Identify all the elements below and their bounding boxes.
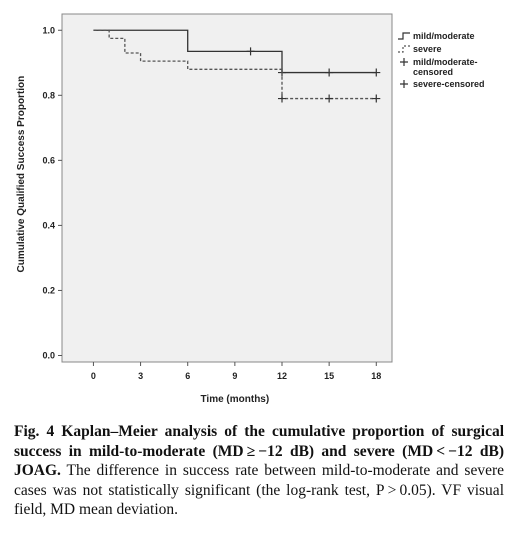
x-tick-label: 12: [277, 371, 287, 381]
legend-swatch-censor: [400, 58, 408, 66]
y-tick-label: 0.2: [42, 285, 55, 295]
y-tick-label: 1.0: [42, 25, 55, 35]
legend-label-line: mild/moderate-: [413, 57, 478, 67]
y-tick-label: 0.8: [42, 90, 55, 100]
legend-label-line: severe-censored: [413, 79, 485, 89]
y-tick-label: 0.0: [42, 350, 55, 360]
legend: mild/moderate severe mild/moderate-censore…: [398, 31, 485, 89]
legend-label-line: severe: [413, 44, 442, 54]
x-tick-label: 9: [232, 371, 237, 381]
y-tick-label: 0.6: [42, 155, 55, 165]
censor-mark: [372, 68, 381, 77]
censor-mark: [372, 94, 381, 103]
plot-area: [61, 13, 393, 363]
caption-body: The difference in success rate between m…: [14, 462, 504, 518]
legend-label-line: mild/moderate: [413, 31, 475, 41]
legend-swatch-solid: [398, 32, 410, 40]
figure-label: Fig. 4: [14, 423, 62, 440]
series-line-severe: [93, 29, 377, 100]
x-tick-label: 0: [91, 371, 96, 381]
legend-label: mild/moderate: [413, 31, 475, 41]
legend-swatch-dashed: [398, 45, 410, 53]
legend-label-line: censored: [413, 67, 453, 77]
censor-mark: [325, 94, 334, 103]
censor-mark: [325, 68, 334, 77]
x-tick-label: 3: [138, 371, 143, 381]
x-tick-label: 18: [371, 371, 381, 381]
x-tick-label: 15: [324, 371, 334, 381]
legend-label: severe-censored: [413, 79, 485, 89]
figure-caption: Fig. 4 Kaplan–Meier analysis of the cumu…: [14, 422, 504, 520]
legend-swatch-censor: [400, 80, 408, 88]
censor-mark: [278, 94, 286, 103]
caption-title: Kaplan–Meier analysis of the cumulative …: [14, 423, 505, 479]
legend-label: mild/moderate-censored: [413, 57, 478, 77]
legend-label: severe: [413, 44, 442, 54]
y-axis-ticks: 0.0 0.2 0.4 0.6 0.8 1.0: [42, 25, 62, 360]
censor-mark: [246, 47, 255, 56]
kaplan-meier-chart: 0.0 0.2 0.4 0.6 0.8 1.0 0 3 6 9 12 15 18 mild/moder…: [16, 13, 485, 405]
x-axis-ticks: 0 3 6 9 12 15 18: [91, 362, 381, 381]
x-axis-label: Time (months): [200, 394, 269, 405]
y-tick-label: 0.4: [42, 220, 55, 230]
y-axis-label: Cumulative Qualified Success Proportion: [16, 76, 27, 273]
series-line-mild-moderate: [93, 29, 377, 74]
series-layer: [93, 29, 381, 103]
kaplan-meier-figure: 0.0 0.2 0.4 0.6 0.8 1.0 0 3 6 9 12 15 18 mild/moder…: [16, 13, 485, 405]
x-tick-label: 6: [185, 371, 190, 381]
